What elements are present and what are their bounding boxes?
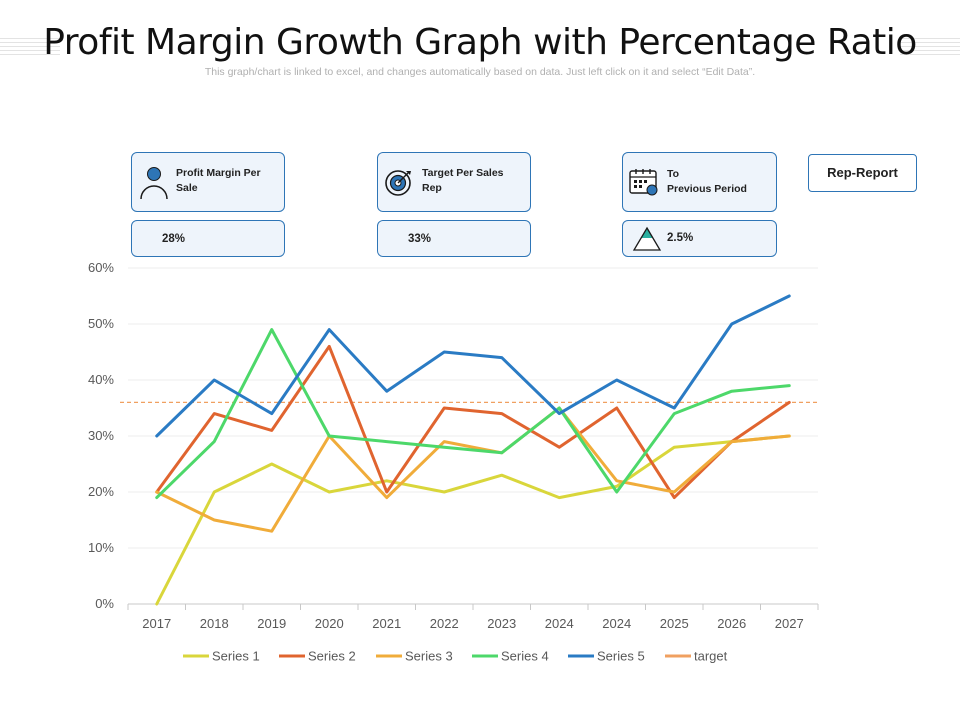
page-title: Profit Margin Growth Graph with Percenta… xyxy=(43,22,917,63)
legend-label: Series 5 xyxy=(597,649,645,664)
legend-label: Series 3 xyxy=(405,649,453,664)
x-tick-label: 2023 xyxy=(487,616,516,631)
series-line-1 xyxy=(155,434,791,606)
decorative-stripes-right xyxy=(900,38,960,58)
target-per-rep-value: 33% xyxy=(408,233,432,245)
series-line-3 xyxy=(155,406,791,533)
x-tick-label: 2027 xyxy=(775,616,804,631)
x-tick-label: 2025 xyxy=(660,616,689,631)
target-per-rep-card: Target Per Sales Rep xyxy=(377,152,531,212)
card-label-line2: Sale xyxy=(176,182,198,194)
y-tick-label: 40% xyxy=(88,372,114,387)
x-tick-label: 2017 xyxy=(142,616,171,631)
page-subtitle: This graph/chart is linked to excel, and… xyxy=(204,66,756,78)
calendar-icon xyxy=(629,169,658,196)
profit-margin-value: 28% xyxy=(162,233,186,245)
legend-label: target xyxy=(694,649,728,664)
x-tick-label: 2020 xyxy=(315,616,344,631)
previous-period-value-card: 2.5% xyxy=(622,220,777,257)
x-tick-label: 2019 xyxy=(257,616,286,631)
profit-margin-value-card: 28% xyxy=(131,220,285,257)
x-tick-label: 2022 xyxy=(430,616,459,631)
y-tick-label: 30% xyxy=(88,428,114,443)
legend-label: Series 4 xyxy=(501,649,549,664)
series-line-4 xyxy=(155,328,791,500)
y-tick-label: 50% xyxy=(88,316,114,331)
y-tick-label: 0% xyxy=(95,596,114,611)
legend-label: Series 2 xyxy=(308,649,356,664)
x-tick-label: 2018 xyxy=(200,616,229,631)
decorative-stripes-left xyxy=(0,38,60,58)
series-line-5 xyxy=(155,294,791,438)
triangle-up-icon xyxy=(632,226,662,251)
card-label-line1: To xyxy=(667,168,680,180)
user-icon xyxy=(140,167,168,200)
series-line-2 xyxy=(155,344,791,500)
x-tick-label: 2026 xyxy=(717,616,746,631)
previous-period-value: 2.5% xyxy=(667,232,694,244)
legend-label: Series 1 xyxy=(212,649,260,664)
rep-report-button[interactable]: Rep-Report xyxy=(808,154,917,192)
profit-margin-card: Profit Margin Per Sale xyxy=(131,152,285,212)
x-tick-label: 2024 xyxy=(602,616,631,631)
card-label-line2: Previous Period xyxy=(667,183,747,195)
x-tick-label: 2021 xyxy=(372,616,401,631)
card-label-line2: Rep xyxy=(422,182,442,194)
target-per-rep-value-card: 33% xyxy=(377,220,531,257)
card-label-line1: Target Per Sales xyxy=(422,167,504,179)
card-label-line1: Profit Margin Per xyxy=(176,167,261,179)
target-icon xyxy=(385,170,411,196)
y-tick-label: 60% xyxy=(88,260,114,275)
previous-period-card: To Previous Period xyxy=(622,152,777,212)
title-area: Profit Margin Growth Graph with Percenta… xyxy=(0,18,960,78)
y-tick-label: 20% xyxy=(88,484,114,499)
y-tick-label: 10% xyxy=(88,540,114,555)
x-tick-label: 2024 xyxy=(545,616,574,631)
